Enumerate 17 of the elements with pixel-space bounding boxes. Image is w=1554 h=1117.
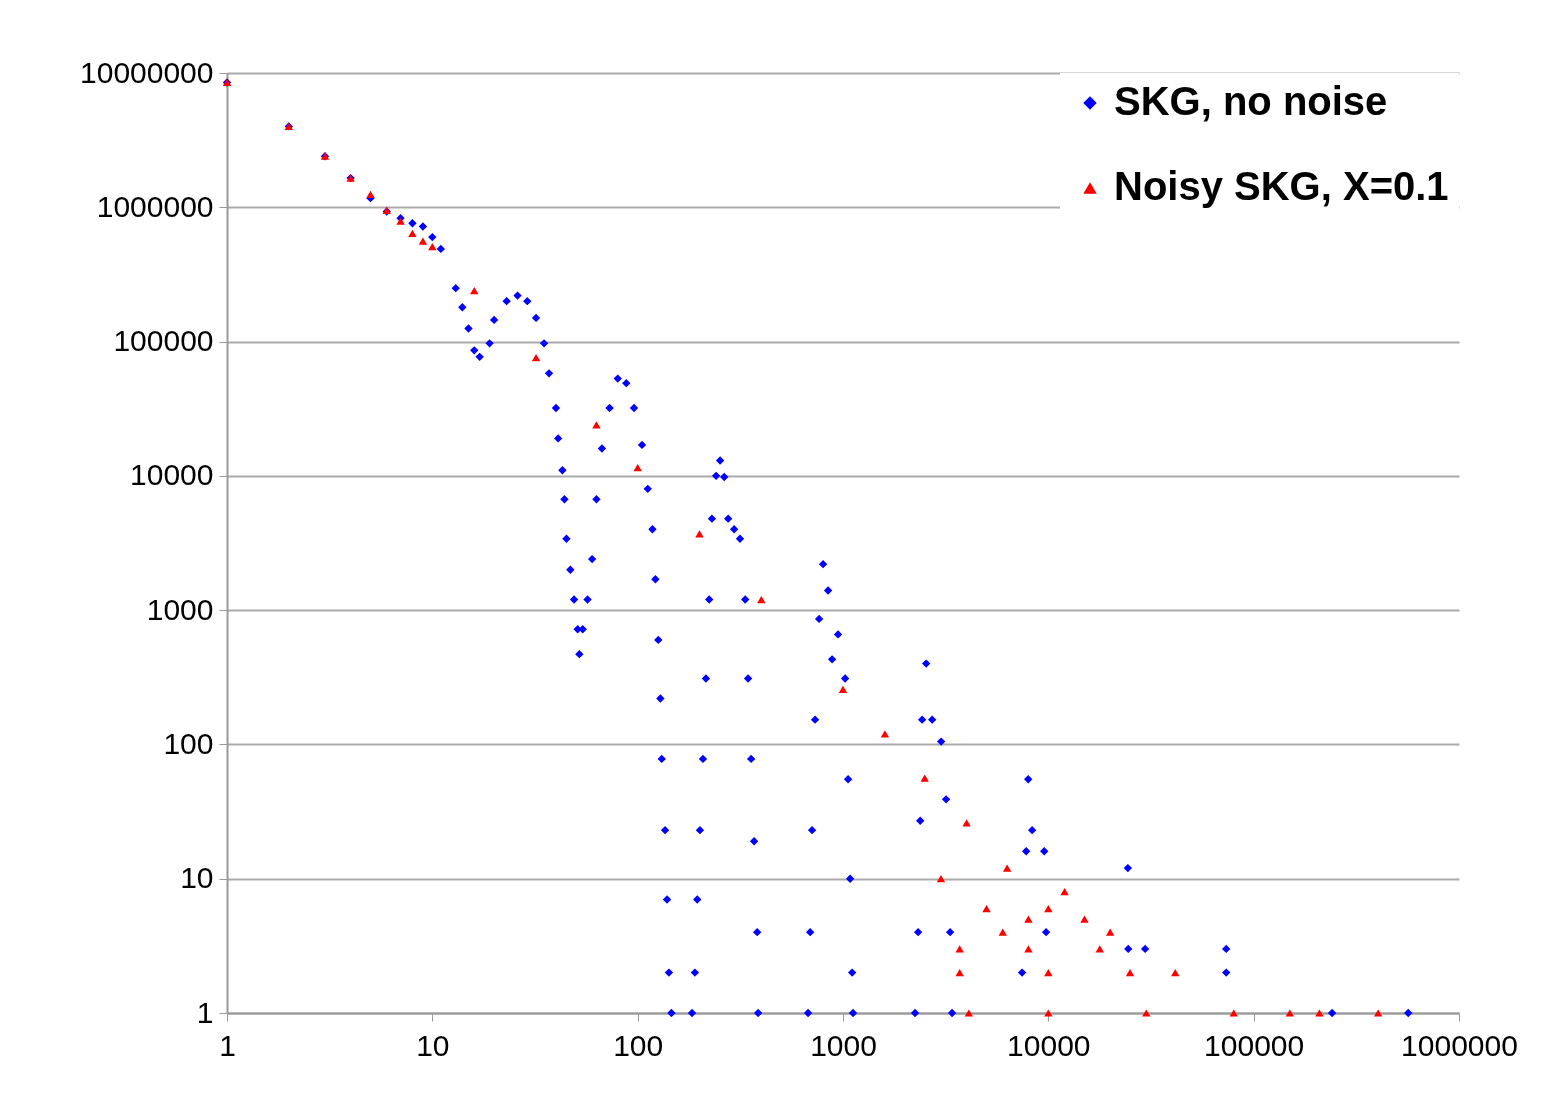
y-tick-label: 1000 <box>146 592 214 626</box>
x-tick-label: 1000000 <box>1401 1028 1518 1062</box>
x-tick-label: 10 <box>416 1028 450 1062</box>
x-tick-label: 1000 <box>810 1028 877 1062</box>
y-tick-label: 10000000 <box>80 55 214 89</box>
y-tick-label: 1 <box>196 995 214 1029</box>
x-tick-label: 1 <box>219 1028 236 1062</box>
y-tick-label: 100 <box>163 726 214 760</box>
y-tick-label: 10000 <box>130 458 214 492</box>
x-tick-label: 100 <box>613 1028 664 1062</box>
y-tick-label: 1000000 <box>96 189 214 223</box>
legend-label: Noisy SKG, X=0.1 <box>1114 164 1449 208</box>
x-tick-label: 100000 <box>1204 1028 1305 1062</box>
x-tick-label: 10000 <box>1007 1028 1091 1062</box>
y-tick-label: 10 <box>180 861 214 895</box>
y-tick-label: 100000 <box>113 324 214 358</box>
legend-label: SKG, no noise <box>1114 79 1388 123</box>
